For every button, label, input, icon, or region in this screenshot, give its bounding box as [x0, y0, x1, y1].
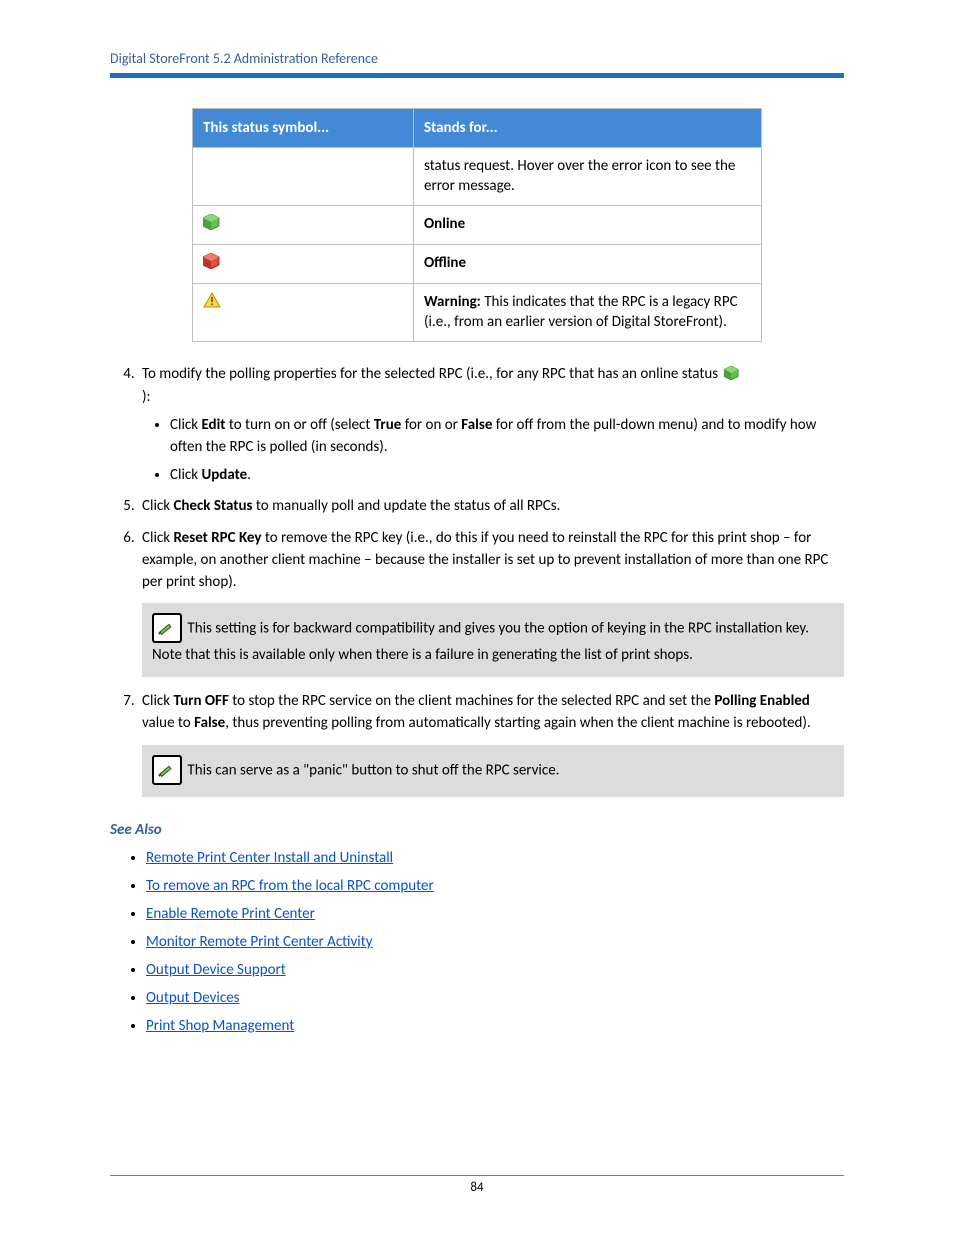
list-item: Monitor Remote Print Center Activity — [146, 933, 844, 951]
list-item: Enable Remote Print Center — [146, 905, 844, 923]
table-row: Online — [193, 205, 762, 244]
table-cell-icon — [193, 205, 414, 244]
step-5: Click Check Status to manually poll and … — [138, 496, 844, 518]
see-also-heading: See Also — [110, 821, 844, 839]
green-cube-icon — [724, 367, 740, 385]
table-cell-icon — [193, 148, 414, 206]
green-cube-icon — [203, 214, 221, 236]
see-also-list: Remote Print Center Install and Uninstal… — [110, 849, 844, 1035]
table-row: Warning: This indicates that the RPC is … — [193, 284, 762, 342]
list-item: Print Shop Management — [146, 1017, 844, 1035]
link-remove-rpc[interactable]: To remove an RPC from the local RPC comp… — [146, 877, 434, 895]
link-output-device-support[interactable]: Output Device Support — [146, 961, 286, 979]
list-item: Output Device Support — [146, 961, 844, 979]
table-cell-text: Warning: This indicates that the RPC is … — [414, 284, 762, 342]
link-remote-print-install[interactable]: Remote Print Center Install and Uninstal… — [146, 849, 393, 867]
status-table: This status symbol... Stands for... stat… — [192, 108, 762, 342]
step-7: Click Turn OFF to stop the RPC service o… — [138, 691, 844, 797]
red-cube-icon — [203, 253, 221, 275]
page-number: 84 — [470, 1180, 483, 1195]
table-cell-text: Offline — [414, 244, 762, 283]
note-text: This setting is for backward compatibili… — [152, 620, 809, 664]
table-row: Offline — [193, 244, 762, 283]
note-box: This can serve as a "panic" button to sh… — [142, 745, 844, 797]
warning-icon — [203, 292, 221, 314]
note-icon — [152, 613, 182, 643]
note-box: This setting is for backward compatibili… — [142, 603, 844, 677]
step-6: Click Reset RPC Key to remove the RPC ke… — [138, 528, 844, 677]
header-title: Digital StoreFront 5.2 Administration Re… — [110, 50, 844, 67]
list-item: To remove an RPC from the local RPC comp… — [146, 877, 844, 895]
table-cell-icon — [193, 244, 414, 283]
list-item: Remote Print Center Install and Uninstal… — [146, 849, 844, 867]
link-monitor-rpc[interactable]: Monitor Remote Print Center Activity — [146, 933, 373, 951]
table-header-left: This status symbol... — [193, 109, 414, 148]
footer-rule — [110, 1175, 844, 1176]
table-row: status request. Hover over the error ico… — [193, 148, 762, 206]
link-print-shop-management[interactable]: Print Shop Management — [146, 1017, 294, 1035]
table-cell-icon — [193, 284, 414, 342]
list-item: Output Devices — [146, 989, 844, 1007]
page: Digital StoreFront 5.2 Administration Re… — [0, 0, 954, 1235]
header-rule — [110, 73, 844, 78]
table-cell-text: status request. Hover over the error ico… — [414, 148, 762, 206]
list-item: Click Update. — [170, 465, 844, 487]
note-icon — [152, 755, 182, 785]
step-4: To modify the polling properties for the… — [138, 364, 844, 487]
table-header-right: Stands for... — [414, 109, 762, 148]
list-item: Click Edit to turn on or off (select Tru… — [170, 415, 844, 459]
footer: 84 — [0, 1175, 954, 1195]
ordered-steps: To modify the polling properties for the… — [110, 364, 844, 797]
link-output-devices[interactable]: Output Devices — [146, 989, 240, 1007]
link-enable-rpc[interactable]: Enable Remote Print Center — [146, 905, 315, 923]
sub-list: Click Edit to turn on or off (select Tru… — [142, 415, 844, 486]
note-text: This can serve as a "panic" button to sh… — [187, 761, 559, 779]
table-cell-text: Online — [414, 205, 762, 244]
